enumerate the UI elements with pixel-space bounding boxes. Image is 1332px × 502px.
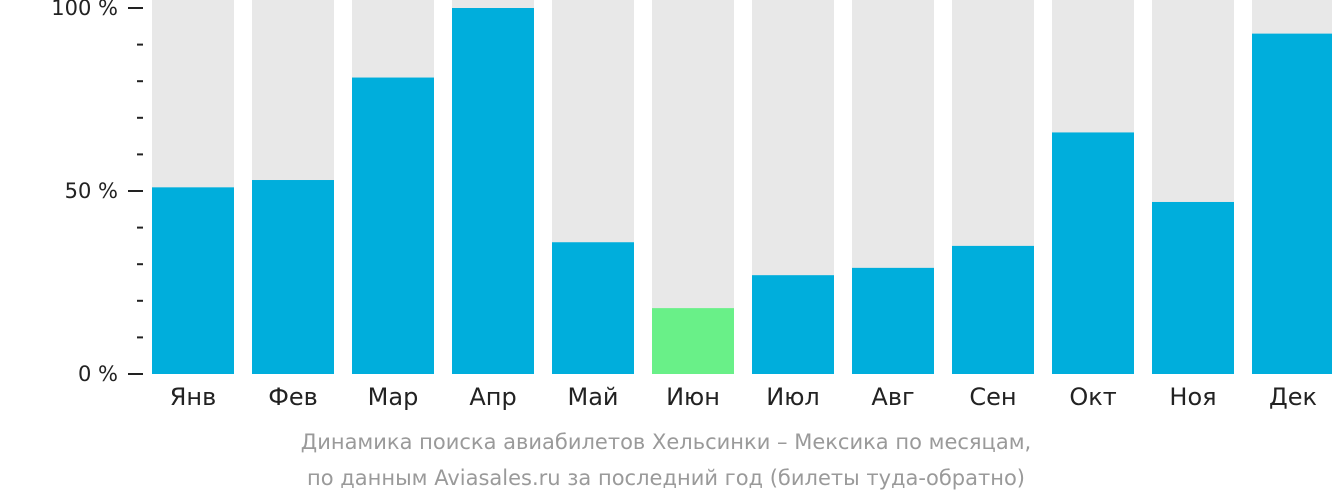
x-tick-label: Май xyxy=(567,383,618,411)
x-tick-label: Июн xyxy=(666,383,720,411)
x-tick-label: Мар xyxy=(368,383,419,411)
bar-11 xyxy=(1152,201,1234,374)
x-tick-label: Янв xyxy=(170,383,217,411)
x-tick-label: Фев xyxy=(268,383,318,411)
y-tick-label: 0 % xyxy=(78,362,118,386)
bar-7 xyxy=(752,275,834,374)
bar-10 xyxy=(1052,132,1134,374)
x-tick-label: Ноя xyxy=(1169,383,1216,411)
bar-chart: Янв Фев Мар Апр Май Июн Июл Авг Сен Окт Ноя Дек 0 % 5… xyxy=(51,0,1332,411)
x-tick-label: Окт xyxy=(1069,383,1116,411)
bar-3 xyxy=(352,77,434,374)
bar-4 xyxy=(452,8,534,374)
chart-caption-line-2: по данным Aviasales.ru за последний год … xyxy=(307,466,1025,490)
bar-12 xyxy=(1252,33,1332,375)
chart-caption-line-1: Динамика поиска авиабилетов Хельсинки – … xyxy=(300,430,1032,454)
bar-8 xyxy=(852,267,934,374)
bar-9 xyxy=(952,245,1034,374)
x-tick-label: Июл xyxy=(766,383,820,411)
bar-6 xyxy=(652,308,734,374)
x-tick-label: Дек xyxy=(1269,383,1317,411)
x-tick-label: Авг xyxy=(871,383,914,411)
y-tick-label: 50 % xyxy=(65,179,118,203)
bar-2 xyxy=(252,180,334,374)
x-tick-label: Сен xyxy=(969,383,1016,411)
bar-1 xyxy=(152,187,234,374)
x-tick-label: Апр xyxy=(469,383,516,411)
bar-5 xyxy=(552,242,634,374)
y-tick-label: 100 % xyxy=(51,0,118,20)
